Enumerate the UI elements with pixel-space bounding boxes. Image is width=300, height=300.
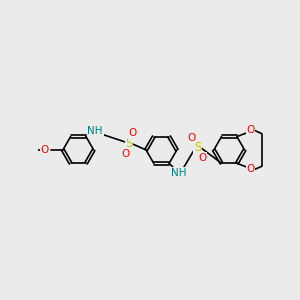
Text: NH: NH: [88, 126, 103, 136]
Text: O: O: [198, 153, 206, 163]
Text: S: S: [194, 141, 201, 154]
Text: NH: NH: [171, 167, 186, 178]
Text: O: O: [121, 149, 129, 159]
Text: O: O: [129, 128, 137, 138]
Text: O: O: [188, 133, 196, 142]
Text: S: S: [125, 137, 133, 150]
Text: O: O: [247, 125, 255, 136]
Text: O: O: [247, 164, 255, 175]
Text: O: O: [40, 145, 49, 155]
